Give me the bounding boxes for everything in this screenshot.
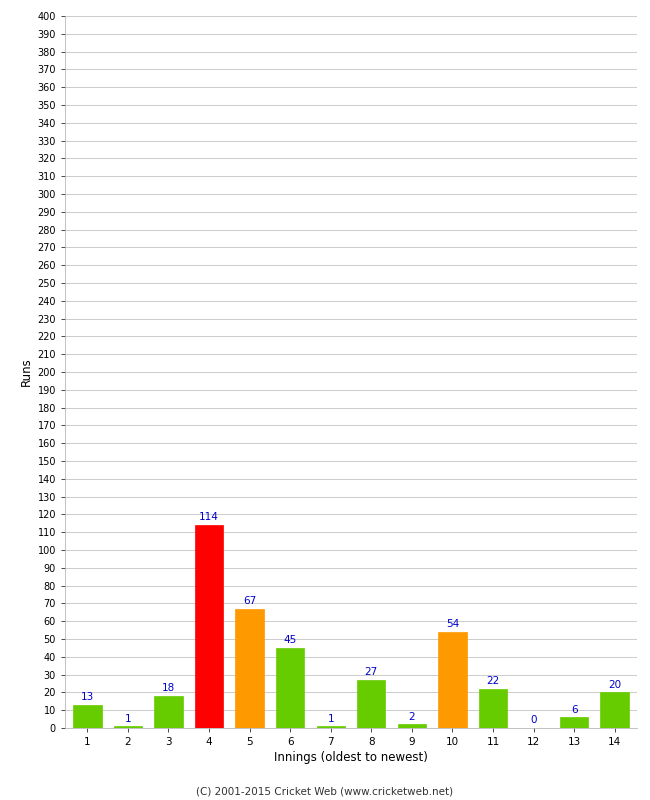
- Text: 22: 22: [486, 676, 500, 686]
- Text: 1: 1: [125, 714, 131, 723]
- Bar: [73, 705, 101, 728]
- Text: (C) 2001-2015 Cricket Web (www.cricketweb.net): (C) 2001-2015 Cricket Web (www.cricketwe…: [196, 786, 454, 796]
- Bar: [235, 609, 264, 728]
- Text: 45: 45: [283, 635, 297, 646]
- Text: 2: 2: [409, 712, 415, 722]
- Text: 1: 1: [328, 714, 334, 723]
- Text: 54: 54: [446, 619, 459, 630]
- Bar: [560, 718, 588, 728]
- Bar: [438, 632, 467, 728]
- Bar: [195, 525, 223, 728]
- Bar: [357, 680, 385, 728]
- Text: 114: 114: [199, 513, 219, 522]
- Bar: [479, 689, 507, 728]
- Y-axis label: Runs: Runs: [20, 358, 33, 386]
- Text: 20: 20: [608, 680, 621, 690]
- Bar: [398, 725, 426, 728]
- Bar: [154, 696, 183, 728]
- Text: 13: 13: [81, 692, 94, 702]
- Bar: [114, 726, 142, 728]
- Bar: [276, 648, 304, 728]
- Bar: [601, 693, 629, 728]
- Text: 6: 6: [571, 705, 577, 714]
- X-axis label: Innings (oldest to newest): Innings (oldest to newest): [274, 751, 428, 764]
- Text: 18: 18: [162, 683, 175, 694]
- Bar: [317, 726, 345, 728]
- Text: 67: 67: [243, 596, 256, 606]
- Text: 27: 27: [365, 667, 378, 678]
- Text: 0: 0: [530, 715, 537, 726]
